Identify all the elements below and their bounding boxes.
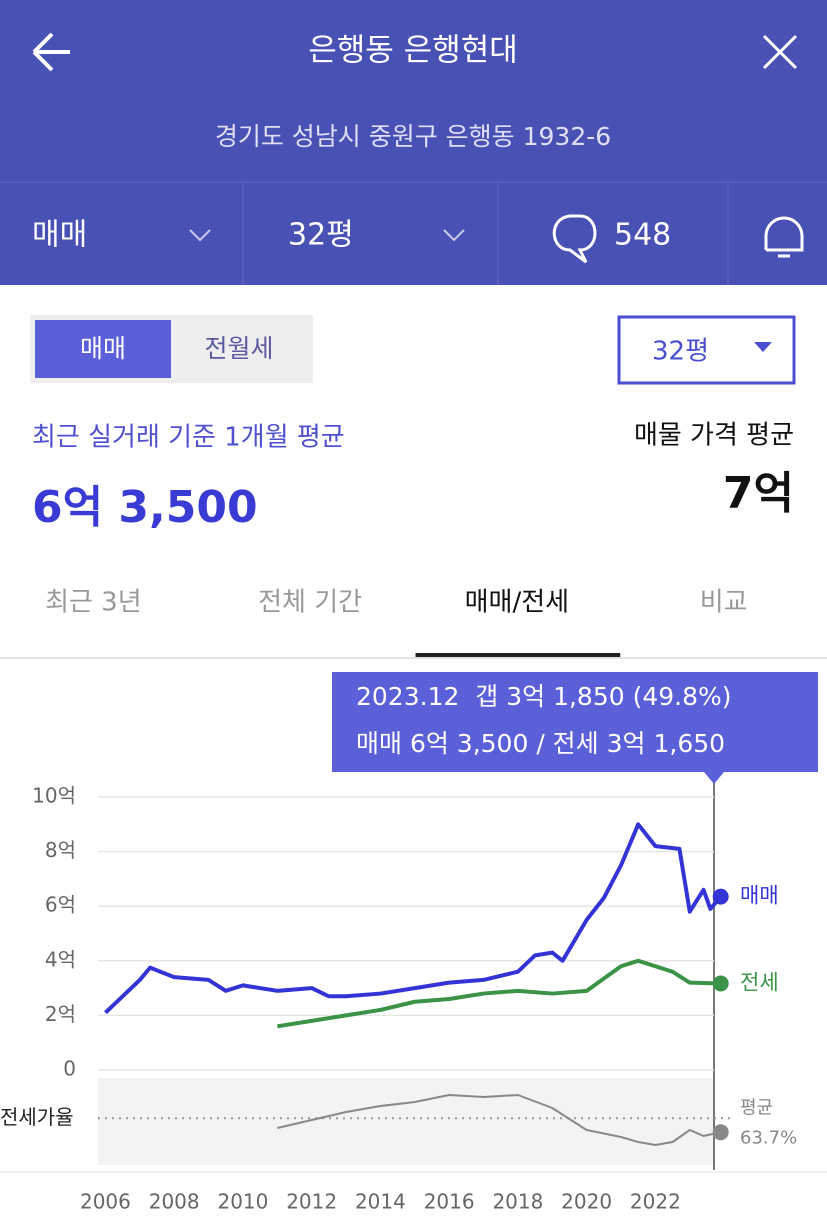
title: 은행동 은행현대: [308, 33, 518, 69]
x-tick-label: 2008: [149, 1190, 200, 1214]
size-dropdown-label[interactable]: 32평: [652, 337, 709, 367]
close-button[interactable]: [762, 34, 798, 70]
x-tick-label: 2010: [217, 1190, 268, 1214]
y-tick-label: 0: [63, 1057, 76, 1081]
comment-count[interactable]: 548: [614, 218, 671, 253]
series-label: 매매: [740, 884, 779, 908]
address: 경기도 성남시 중원구 은행동 1932-6: [215, 122, 611, 151]
tab[interactable]: 전체 기간: [258, 588, 362, 618]
y-tick-label: 2억: [45, 1002, 76, 1026]
chevron: [189, 229, 211, 242]
y-tick-label: 6억: [45, 893, 76, 917]
size-dropdown[interactable]: [617, 315, 796, 385]
series-label: 전세: [740, 970, 779, 994]
size-select[interactable]: 32평: [288, 218, 354, 253]
y-tick-label: 4억: [45, 947, 76, 971]
end-point: [712, 975, 729, 992]
x-tick-label: 2020: [561, 1190, 612, 1214]
recent-label: 최근 실거래 기준 1개월 평균: [32, 423, 345, 453]
tab[interactable]: 매매/전세: [465, 588, 569, 618]
listing-label: 매물 가격 평균: [634, 421, 794, 451]
toggle-active: [35, 320, 171, 378]
ratio-bg: [98, 1078, 714, 1165]
x-tick-label: 2006: [80, 1190, 131, 1214]
tab[interactable]: 비교: [700, 588, 748, 618]
recent-value: 6억 3,500: [32, 482, 258, 533]
y-tick-label: 10억: [32, 784, 76, 808]
x-tick-label: 2014: [355, 1190, 406, 1214]
chevron: [443, 229, 465, 242]
x-tick-label: 2022: [630, 1190, 681, 1214]
y-tick-label: 8억: [45, 838, 76, 862]
header-bg: [0, 0, 827, 285]
tooltip-pointer: [704, 772, 724, 784]
toggle-option[interactable]: 매매: [80, 334, 126, 363]
series-line: [104, 822, 723, 1015]
average-value: 63.7%: [740, 1127, 797, 1148]
comment-icon[interactable]: [552, 214, 597, 264]
tab-underline: [415, 653, 621, 657]
tooltip-line: 매매 6억 3,500 / 전세 3억 1,650: [356, 729, 725, 758]
end-point: [712, 888, 729, 905]
tab[interactable]: 최근 3년: [45, 588, 142, 618]
tooltip-line: 2023.12 갭 3억 1,850 (49.8%): [356, 682, 732, 711]
dropdown-arrow: [754, 342, 772, 352]
alarm-icon[interactable]: [764, 216, 804, 258]
average-label: 평균: [740, 1097, 773, 1118]
back-button[interactable]: [32, 32, 70, 72]
x-tick-label: 2012: [286, 1190, 337, 1214]
ratio-label: 전세가율: [0, 1105, 74, 1129]
series-line: [277, 1094, 721, 1146]
end-point: [712, 1124, 729, 1141]
tooltip: [332, 672, 818, 772]
series-line: [276, 958, 721, 1029]
trade-select[interactable]: 매매: [32, 218, 87, 253]
toggle-option[interactable]: 전월세: [204, 334, 273, 363]
listing-value: 7억: [723, 468, 794, 519]
x-tick-label: 2018: [492, 1190, 543, 1214]
x-tick-label: 2016: [424, 1190, 475, 1214]
